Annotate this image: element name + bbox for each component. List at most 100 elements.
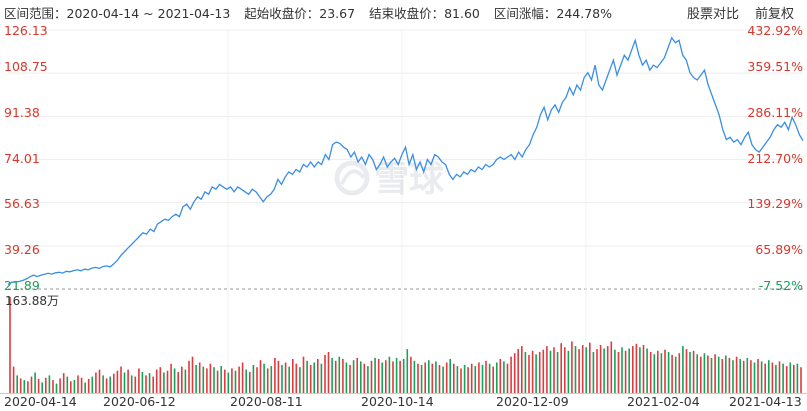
volume-bar — [342, 359, 344, 393]
volume-bar — [721, 359, 724, 393]
percent-axis-labels: 432.92% 359.51% 286.11% 212.70% 139.29% 65.89… — [747, 23, 803, 293]
range-summary: 区间范围：2020-04-14 ~ 2021-04-13 起始收盘价：23.67… — [4, 3, 612, 22]
volume-bar — [431, 363, 434, 393]
volume-bar — [785, 366, 788, 393]
price-tick-label: 91.38 — [4, 105, 40, 120]
volume-bar — [306, 360, 308, 393]
volume-bar — [191, 356, 194, 393]
volume-bar — [696, 354, 698, 393]
volume-bar — [392, 361, 394, 393]
volume-bar — [410, 356, 412, 393]
volume-bar — [692, 350, 695, 393]
volume-bar — [363, 363, 366, 393]
volume-bar — [109, 376, 111, 393]
close-price-value: 81.60 — [444, 6, 480, 21]
watermark-text: 雪球 — [374, 160, 445, 200]
watermark-ring-icon — [334, 160, 370, 196]
volume-bar — [127, 369, 129, 393]
volume-bar — [456, 366, 459, 393]
volume-bar — [299, 367, 301, 393]
forward-adjust-button[interactable]: 前复权 — [755, 7, 795, 22]
volume-bar — [506, 363, 509, 393]
volume-bar — [324, 354, 326, 393]
volume-bar — [753, 362, 756, 393]
volume-bar — [152, 376, 154, 393]
volume-bar — [238, 366, 240, 393]
volume-bar — [435, 361, 437, 393]
volume-bar — [603, 348, 605, 393]
volume-bar — [578, 349, 580, 393]
volume-bar — [388, 356, 391, 393]
volume-bar — [198, 362, 201, 393]
volume-bar — [614, 349, 616, 393]
volume-bar — [245, 369, 247, 393]
volume-bar — [163, 372, 165, 393]
volume-bar — [671, 354, 673, 393]
volume-bar — [16, 375, 18, 393]
volume-bar — [764, 363, 766, 393]
volume-bar — [23, 380, 26, 393]
volume-bar — [635, 343, 638, 393]
volume-bar — [513, 353, 516, 393]
volume-bar — [750, 360, 752, 393]
volume-bar — [19, 378, 22, 393]
volume-bar — [385, 360, 387, 393]
volume-bar — [496, 362, 498, 393]
volume-bar — [370, 360, 373, 393]
volume-bar — [442, 366, 444, 393]
price-tick-label: 108.75 — [4, 59, 48, 74]
volume-bar — [521, 346, 523, 393]
volume-bar — [782, 363, 784, 393]
volume-bar — [735, 356, 738, 393]
volume-bar — [95, 372, 97, 393]
chart-grid — [0, 29, 807, 394]
date-tick-label: 2020-08-11 — [230, 394, 303, 409]
volume-bar — [259, 360, 262, 393]
volume-bar — [166, 370, 169, 393]
volume-bar — [621, 347, 623, 393]
watermark-swirl-icon — [340, 169, 366, 185]
date-tick-label: 2020-10-14 — [361, 394, 434, 409]
volume-bar — [639, 347, 641, 393]
volume-bar — [159, 367, 162, 393]
volume-bar — [252, 364, 255, 393]
date-tick-label: 2021-02-04 — [627, 394, 700, 409]
volume-bar — [739, 359, 741, 393]
volume-bar — [642, 345, 645, 393]
price-tick-label: 56.63 — [4, 196, 40, 211]
volume-bar — [657, 350, 659, 393]
range-end-date: 2021-04-13 — [157, 6, 231, 21]
volume-bar — [617, 352, 620, 393]
volume-bar — [98, 369, 101, 393]
volume-bar — [574, 346, 577, 393]
volume-bars — [9, 297, 802, 393]
date-tick-label: 2020-12-09 — [496, 394, 569, 409]
volume-bar — [173, 368, 176, 393]
volume-bar — [517, 349, 519, 393]
volume-bar — [460, 368, 462, 393]
volume-bar — [134, 376, 137, 393]
stock-compare-button[interactable]: 股票对比 — [687, 7, 740, 22]
volume-bar — [789, 362, 792, 393]
range-label: 区间范围： — [4, 6, 67, 21]
volume-bar — [73, 380, 76, 393]
volume-bar — [356, 357, 358, 393]
volume-bar — [48, 375, 51, 393]
date-tick-label: 2020-04-14 — [4, 394, 77, 409]
volume-bar — [241, 362, 244, 393]
price-tick-label: 39.26 — [4, 242, 40, 257]
volume-bar — [796, 363, 799, 393]
volume-bar — [664, 349, 666, 393]
price-line — [7, 36, 804, 286]
volume-bar — [485, 360, 487, 393]
volume-bar — [209, 363, 212, 393]
volume-bar — [492, 366, 494, 393]
volume-bar — [155, 369, 158, 393]
volume-bar — [481, 364, 484, 393]
volume-bar — [327, 352, 330, 393]
volume-bar — [87, 378, 90, 393]
volume-bar — [628, 348, 630, 393]
volume-bar — [499, 359, 502, 393]
volume-bar — [123, 372, 126, 393]
